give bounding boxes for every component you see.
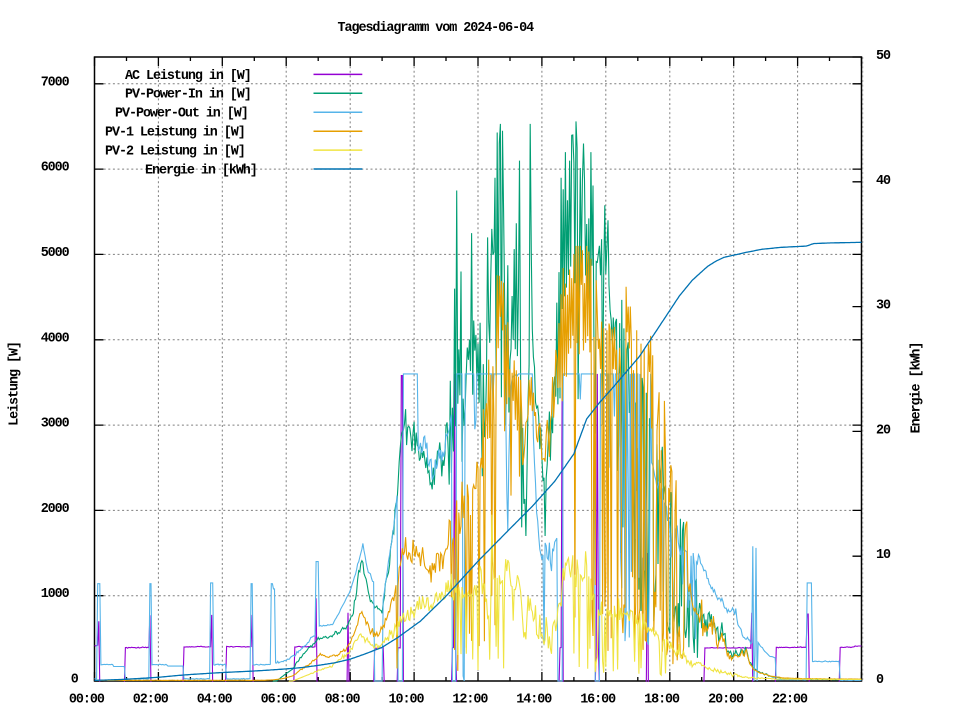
svg-text:1000: 1000 [41, 587, 70, 602]
svg-text:0: 0 [71, 673, 79, 688]
svg-text:20: 20 [876, 423, 891, 438]
svg-text:Energie [kWh]: Energie [kWh] [910, 343, 925, 434]
svg-text:20:00: 20:00 [708, 693, 744, 708]
svg-text:4000: 4000 [41, 331, 70, 346]
svg-text:6000: 6000 [41, 161, 70, 176]
svg-text:0: 0 [876, 673, 884, 688]
svg-text:18:00: 18:00 [644, 693, 680, 708]
svg-text:02:00: 02:00 [133, 693, 169, 708]
svg-text:AC Leistung in [W]: AC Leistung in [W] [125, 69, 251, 84]
svg-text:3000: 3000 [41, 417, 70, 432]
svg-text:10: 10 [876, 548, 891, 563]
svg-text:10:00: 10:00 [389, 693, 425, 708]
svg-text:04:00: 04:00 [197, 693, 233, 708]
svg-text:08:00: 08:00 [325, 693, 361, 708]
svg-text:06:00: 06:00 [261, 693, 297, 708]
svg-text:7000: 7000 [41, 75, 70, 90]
svg-text:12:00: 12:00 [452, 693, 488, 708]
svg-text:00:00: 00:00 [69, 693, 105, 708]
svg-text:Energie in [kWh]: Energie in [kWh] [145, 163, 257, 178]
svg-text:40: 40 [876, 174, 891, 189]
svg-text:2000: 2000 [41, 502, 70, 517]
svg-text:16:00: 16:00 [580, 693, 616, 708]
svg-text:PV-Power-Out in [W]: PV-Power-Out in [W] [115, 107, 248, 122]
svg-text:30: 30 [876, 299, 891, 314]
svg-text:PV-Power-In in [W]: PV-Power-In in [W] [125, 88, 251, 103]
svg-text:Leistung [W]: Leistung [W] [8, 342, 23, 426]
svg-text:22:00: 22:00 [772, 693, 808, 708]
svg-text:14:00: 14:00 [516, 693, 552, 708]
svg-text:PV-2 Leistung in [W]: PV-2 Leistung in [W] [105, 145, 245, 160]
svg-text:50: 50 [876, 49, 891, 64]
svg-text:PV-1 Leistung in [W]: PV-1 Leistung in [W] [105, 126, 245, 141]
svg-text:5000: 5000 [41, 246, 70, 261]
svg-text:Tagesdiagramm vom 2024-06-04: Tagesdiagramm vom 2024-06-04 [338, 21, 535, 36]
